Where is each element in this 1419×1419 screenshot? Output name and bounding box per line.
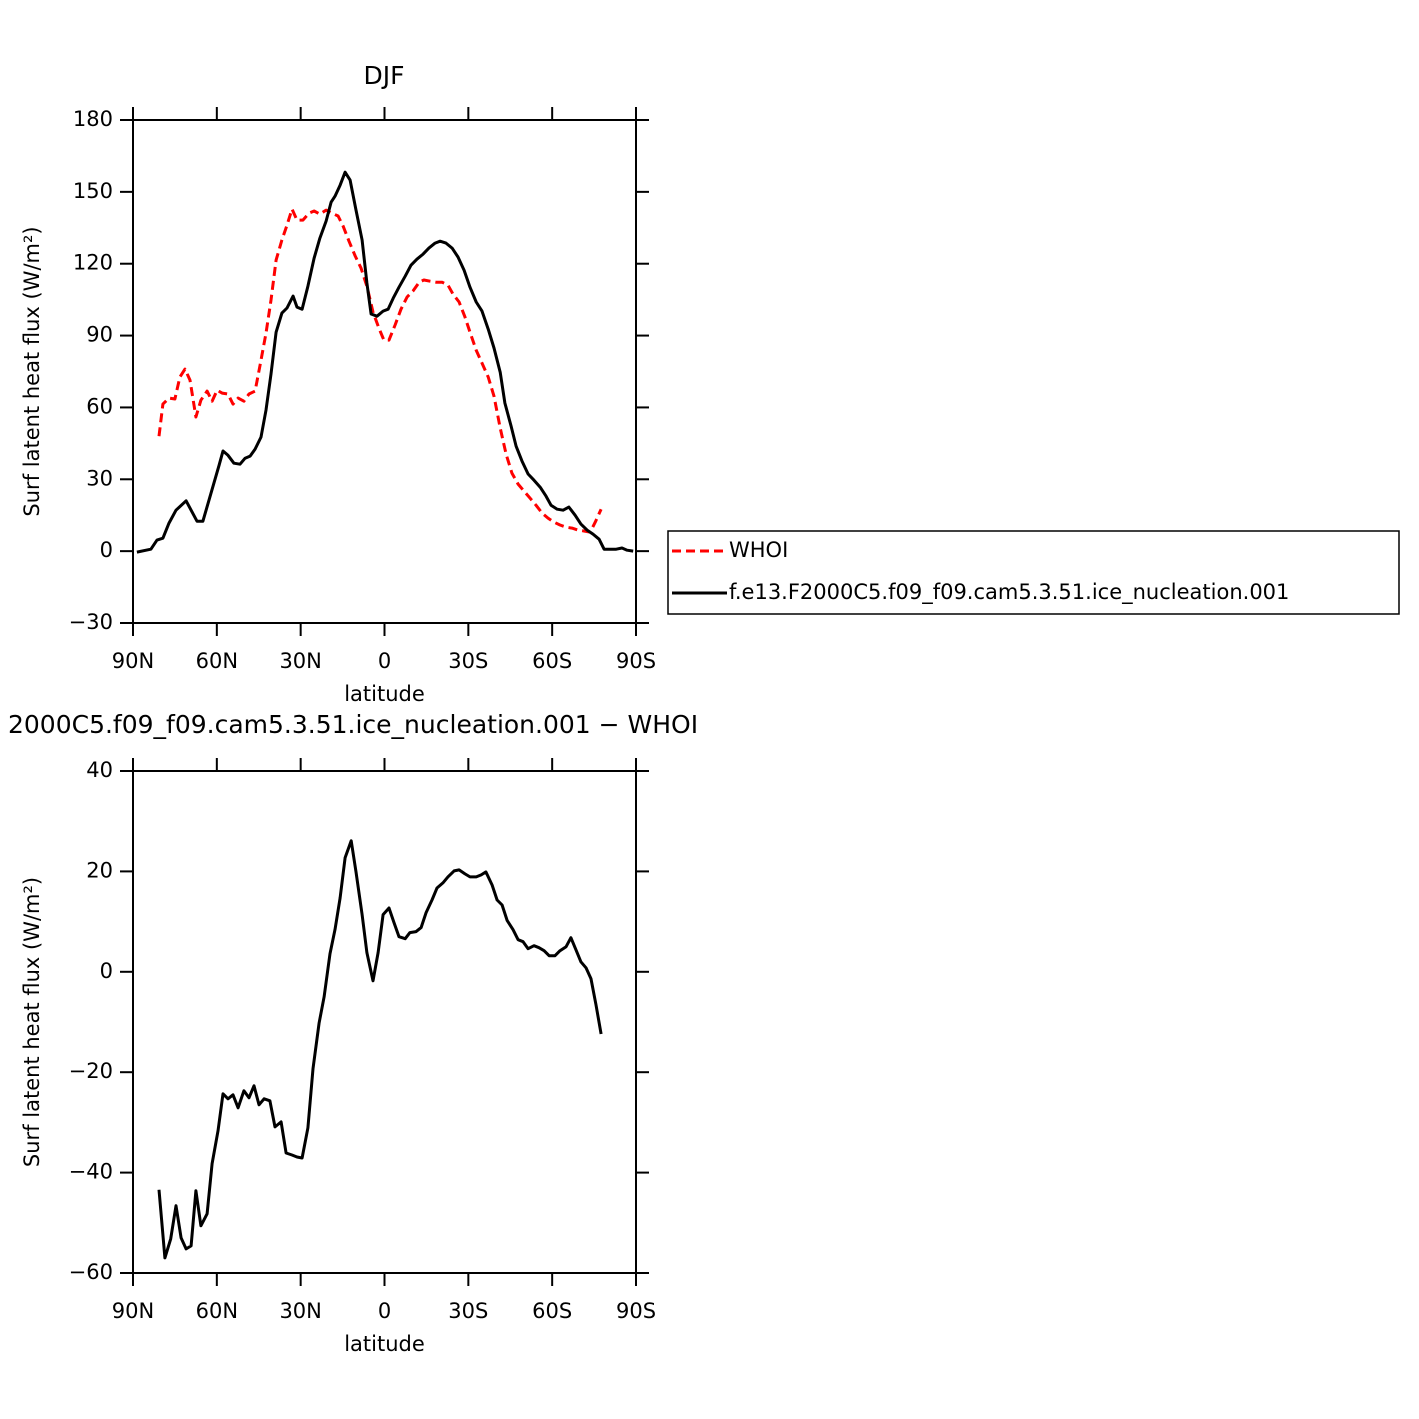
y-tick-label: 60 bbox=[86, 394, 113, 418]
y-tick-label: 150 bbox=[73, 179, 113, 203]
y-tick-label: 40 bbox=[86, 758, 113, 782]
y-tick-label: 20 bbox=[86, 858, 113, 882]
data-line bbox=[157, 207, 603, 534]
x-tick-label: 30S bbox=[448, 1299, 488, 1323]
x-tick-label: 0 bbox=[378, 1299, 391, 1323]
x-axis-label: latitude bbox=[344, 1332, 425, 1356]
x-tick-label: 30S bbox=[448, 649, 488, 673]
x-tick-label: 90S bbox=[616, 649, 656, 673]
x-tick-label: 30N bbox=[279, 1299, 321, 1323]
y-tick-label: 0 bbox=[100, 538, 113, 562]
y-tick-label: −20 bbox=[69, 1059, 113, 1083]
y-axis-label: Surf latent heat flux (W/m²) bbox=[20, 877, 44, 1167]
x-tick-label: 60N bbox=[196, 1299, 238, 1323]
x-tick-label: 60S bbox=[532, 1299, 572, 1323]
y-tick-label: 0 bbox=[100, 959, 113, 983]
x-tick-label: 90S bbox=[616, 1299, 656, 1323]
legend-label: f.e13.F2000C5.f09_f09.cam5.3.51.ice_nucl… bbox=[729, 580, 1289, 605]
y-tick-label: 30 bbox=[86, 466, 113, 490]
y-axis-label: Surf latent heat flux (W/m²) bbox=[20, 226, 44, 516]
y-tick-label: 180 bbox=[73, 107, 113, 131]
x-tick-label: 90N bbox=[112, 1299, 154, 1323]
legend-label: WHOI bbox=[729, 538, 788, 562]
plot-frame bbox=[132, 119, 637, 624]
y-tick-label: −40 bbox=[69, 1160, 113, 1184]
y-tick-label: 90 bbox=[86, 323, 113, 347]
data-line bbox=[157, 839, 603, 1260]
y-tick-label: 120 bbox=[73, 251, 113, 275]
chart-title: DJF bbox=[363, 61, 404, 90]
x-tick-label: 0 bbox=[378, 649, 391, 673]
x-tick-label: 60S bbox=[532, 649, 572, 673]
legend-box bbox=[667, 530, 1400, 615]
y-tick-label: −60 bbox=[69, 1260, 113, 1284]
data-line bbox=[136, 170, 634, 554]
x-axis-label: latitude bbox=[344, 682, 425, 706]
x-tick-label: 60N bbox=[196, 649, 238, 673]
chart-title: 2000C5.f09_f09.cam5.3.51.ice_nucleation.… bbox=[8, 710, 698, 739]
x-tick-label: 90N bbox=[112, 649, 154, 673]
y-tick-label: −30 bbox=[69, 610, 113, 634]
x-tick-label: 30N bbox=[279, 649, 321, 673]
